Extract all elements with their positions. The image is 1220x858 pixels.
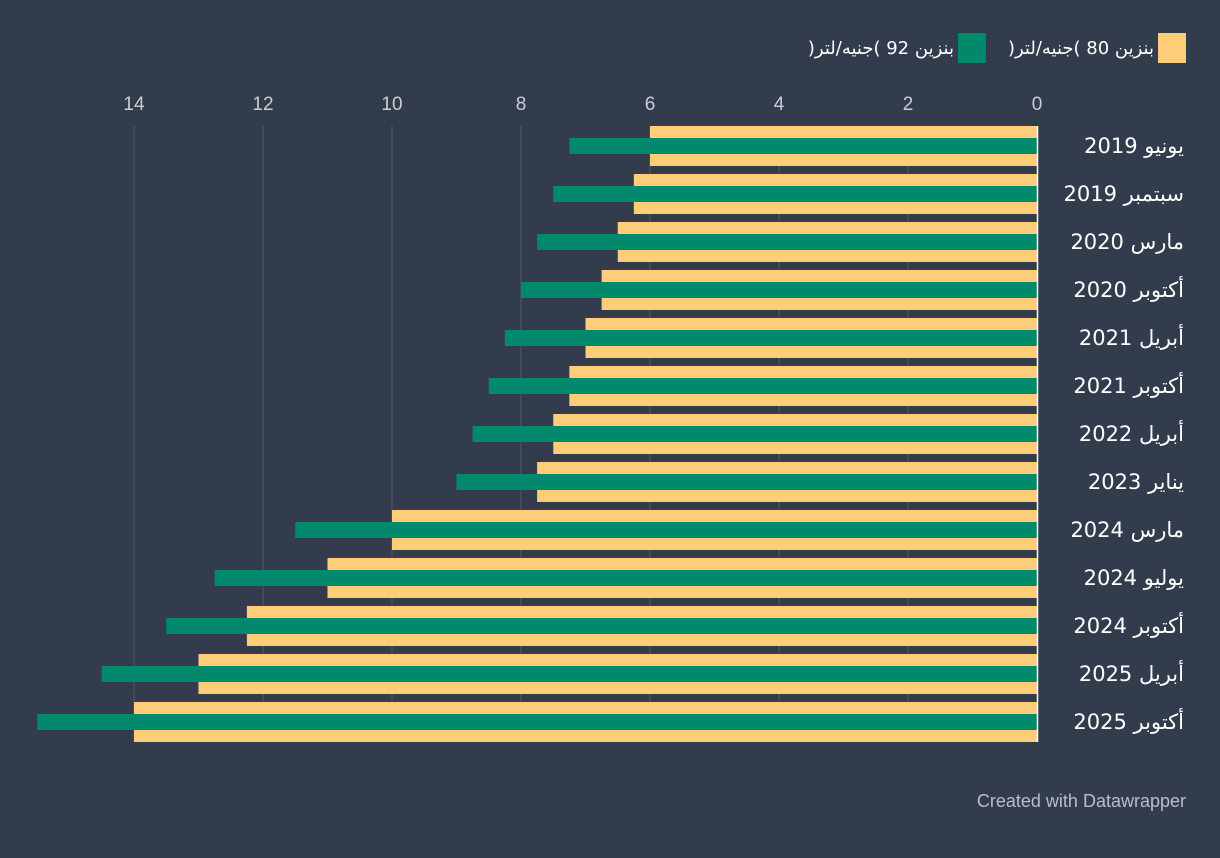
bar-benzine-92-5 [488, 378, 1037, 394]
x-tick-label-6: 6 [645, 94, 656, 115]
bar-benzine-92-6 [472, 426, 1037, 442]
x-tick-label-12: 12 [252, 94, 273, 115]
category-label-2: مارس 2020 [1070, 230, 1184, 254]
legend-item-benzine-80: بنزين 80 )جنيه/لتر( [1008, 33, 1186, 63]
legend-label-benzine-80: بنزين 80 )جنيه/لتر( [1007, 37, 1154, 59]
category-label-0: يونيو 2019 [1084, 134, 1184, 158]
category-label-7: يناير 2023 [1088, 470, 1184, 494]
category-label-4: أبريل 2021 [1079, 324, 1184, 350]
x-tick-label-4: 4 [774, 94, 785, 115]
bar-benzine-92-4 [504, 330, 1037, 346]
legend-label-benzine-92: بنزين 92 )جنيه/لتر( [807, 37, 954, 59]
x-tick-label-0: 0 [1032, 94, 1043, 115]
bar-benzine-92-11 [101, 666, 1037, 682]
bar-benzine-92-8 [295, 522, 1037, 538]
category-label-9: يوليو 2024 [1084, 566, 1185, 590]
category-label-12: أكتوبر 2025 [1073, 708, 1184, 734]
footer-credit: Created with Datawrapper [976, 791, 1186, 811]
legend-item-benzine-92: بنزين 92 )جنيه/لتر( [808, 33, 986, 63]
legend: بنزين 80 )جنيه/لتر( بنزين 92 )جنيه/لتر( [786, 33, 1186, 63]
category-label-8: مارس 2024 [1070, 518, 1184, 542]
x-tick-label-14: 14 [123, 94, 145, 115]
category-label-3: أكتوبر 2020 [1073, 276, 1184, 302]
category-label-6: أبريل 2022 [1079, 420, 1184, 446]
category-label-10: أكتوبر 2024 [1073, 612, 1184, 638]
bar-benzine-92-3 [521, 282, 1037, 298]
legend-swatch-benzine-80 [1158, 33, 1186, 63]
legend-swatch-benzine-92 [957, 33, 986, 63]
x-tick-label-8: 8 [516, 94, 527, 115]
bar-benzine-92-7 [456, 474, 1037, 490]
category-label-1: سبتمبر 2019 [1064, 182, 1184, 206]
x-tick-label-2: 2 [903, 94, 914, 115]
bar-benzine-92-1 [553, 186, 1037, 202]
bar-benzine-92-2 [537, 234, 1037, 250]
x-tick-label-10: 10 [381, 94, 402, 115]
category-label-5: أكتوبر 2021 [1073, 372, 1184, 398]
bar-benzine-92-12 [37, 714, 1037, 730]
bar-benzine-92-0 [569, 138, 1037, 154]
category-label-11: أبريل 2025 [1079, 660, 1184, 686]
bar-benzine-92-9 [214, 570, 1037, 586]
bar-benzine-92-10 [166, 618, 1037, 634]
